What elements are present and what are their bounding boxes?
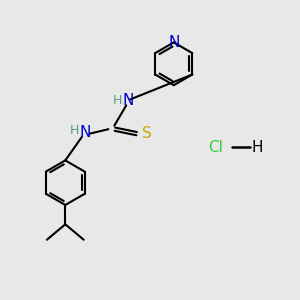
Text: Cl: Cl	[208, 140, 223, 154]
Text: N: N	[168, 35, 179, 50]
Text: H: H	[252, 140, 263, 154]
Text: S: S	[142, 126, 151, 141]
Text: H: H	[112, 94, 122, 107]
Text: N: N	[123, 93, 134, 108]
Text: H: H	[70, 124, 80, 136]
Text: N: N	[80, 125, 91, 140]
